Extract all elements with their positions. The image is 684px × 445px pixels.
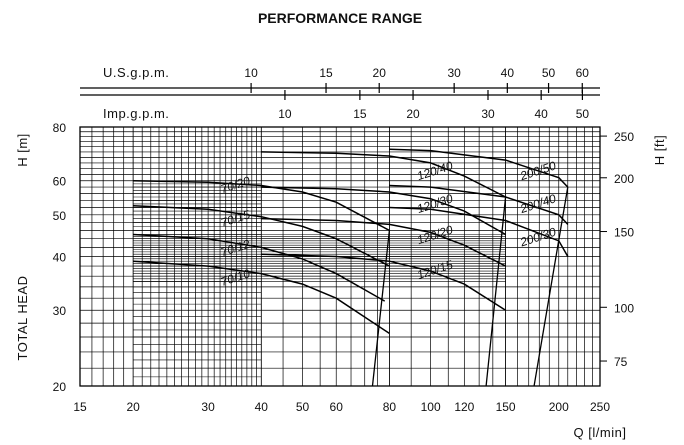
curve-200-40: [389, 184, 569, 225]
y-left-tick-label: 20: [53, 380, 67, 394]
x-tick-label: 100: [421, 400, 441, 414]
x-tick-label: 60: [330, 400, 344, 414]
x-tick-label: 30: [201, 400, 215, 414]
usgpm-tick-label: 40: [501, 66, 515, 80]
operating-limit-line: [533, 186, 569, 387]
curve-120-20: [261, 217, 506, 267]
y-right-tick-label: 75: [614, 355, 628, 369]
y-right-tick-label: 250: [614, 130, 634, 144]
plot-frame: [79, 126, 601, 387]
impgpm-tick-label: 20: [406, 107, 420, 121]
x-tick-label: 200: [549, 400, 569, 414]
limit-line-group: [371, 186, 569, 387]
impgpm-tick-label: 15: [353, 107, 367, 121]
x-tick-label: 40: [255, 400, 269, 414]
axes-group: 15 20 30 40 50 60 80 100 120 150 200 250 Q [l/min] 20…: [15, 65, 667, 440]
operating-limit-line: [371, 230, 391, 387]
x-tick-label: 15: [73, 400, 87, 414]
curve-label: 200/50: [517, 158, 557, 183]
y-left-tick-label: 80: [53, 121, 67, 135]
curve-label: 200/30: [517, 225, 557, 250]
usgpm-tick-label: 15: [319, 66, 333, 80]
x-tick-label: 150: [496, 400, 516, 414]
usgpm-tick-label: 20: [373, 66, 387, 80]
y-left-unit-label: H [m]: [15, 133, 30, 167]
x-tick-label: 80: [383, 400, 397, 414]
y-axis-label: TOTAL HEAD: [15, 276, 30, 361]
y-right-tick-label: 100: [614, 301, 634, 315]
x-tick-label: 50: [296, 400, 310, 414]
impgpm-tick-label: 30: [481, 107, 495, 121]
curve-70-20: [133, 179, 390, 232]
operating-limit-line: [485, 196, 507, 387]
curve-200-30: [389, 206, 569, 257]
curve-70-15: [133, 204, 390, 267]
x-tick-label: 250: [590, 400, 610, 414]
curve-70-12: [133, 233, 386, 302]
curve-70-10: [133, 260, 390, 335]
curve-120-15: [261, 253, 507, 311]
x-tick-label: 120: [454, 400, 474, 414]
usgpm-tick-label: 50: [542, 66, 556, 80]
usgpm-tick-label: 30: [447, 66, 461, 80]
impgpm-tick-label: 50: [576, 107, 590, 121]
y-left-tick-label: 30: [53, 304, 67, 318]
y-left-tick-label: 40: [53, 251, 67, 265]
curve-label: 120/40: [415, 158, 455, 183]
usgpm-tick-label: 10: [244, 66, 258, 80]
usgpm-axis-label: U.S.g.p.m.: [103, 65, 169, 80]
y-left-tick-label: 60: [53, 175, 67, 189]
curve-200-50: [389, 148, 569, 188]
x-axis-label: Q [l/min]: [574, 425, 627, 440]
curve-label: 120/20: [415, 222, 455, 247]
y-right-tick-label: 150: [614, 226, 634, 240]
curve-group: [133, 148, 569, 335]
y-right-tick-label: 200: [614, 172, 634, 186]
impgpm-tick-label: 10: [278, 107, 292, 121]
x-tick-label: 20: [126, 400, 140, 414]
curve-120-40: [261, 151, 506, 198]
y-left-tick-label: 50: [53, 209, 67, 223]
chart-title: PERFORMANCE RANGE: [258, 10, 422, 26]
usgpm-tick-label: 60: [576, 66, 590, 80]
impgpm-axis-label: Imp.g.p.m.: [103, 106, 169, 121]
impgpm-tick-label: 40: [534, 107, 548, 121]
y-right-unit-label: H [ft]: [652, 135, 667, 165]
